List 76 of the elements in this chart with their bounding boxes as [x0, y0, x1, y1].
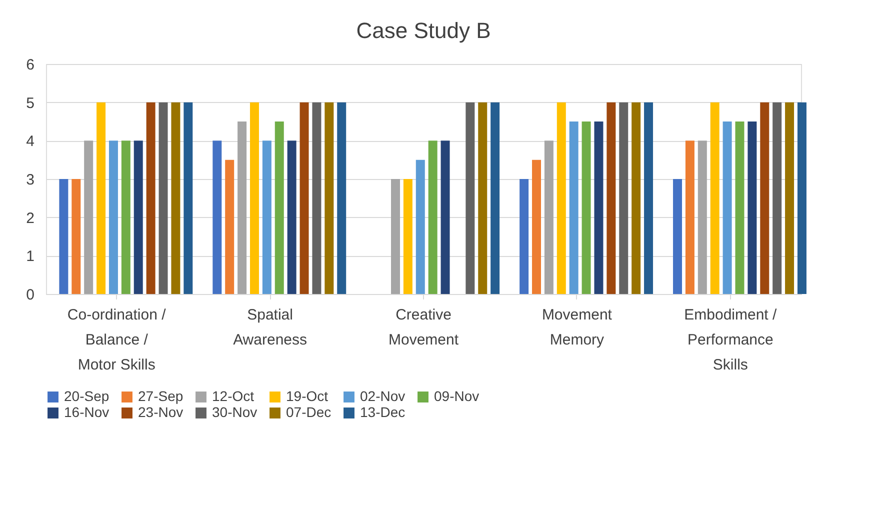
legend-label: 12-Oct	[212, 388, 254, 404]
y-tick-label: 3	[26, 172, 34, 188]
bar	[337, 102, 346, 294]
bar	[556, 102, 566, 294]
bar	[490, 102, 500, 294]
bar	[59, 179, 68, 294]
legend-label: 23-Nov	[138, 404, 184, 420]
bar	[748, 122, 757, 294]
bar	[440, 140, 450, 294]
legend-label: 16-Nov	[64, 404, 110, 420]
legend-label: 27-Sep	[138, 388, 184, 404]
bar	[785, 102, 794, 294]
bar	[478, 102, 488, 294]
bar	[212, 140, 222, 294]
x-tick-label: Embodiment / Performance Skills	[684, 306, 778, 374]
bar	[158, 102, 168, 294]
y-tick-label: 4	[26, 133, 34, 150]
x-tick-label: Movement Memory	[542, 306, 613, 348]
bar	[184, 102, 193, 294]
bar	[428, 140, 438, 294]
bar	[121, 140, 130, 294]
legend-label: 20-Sep	[64, 388, 110, 404]
bar	[287, 140, 296, 294]
bar	[250, 102, 259, 294]
bar	[520, 179, 529, 294]
y-tick-label: 5	[26, 94, 34, 112]
bar	[416, 160, 425, 294]
bar	[84, 140, 94, 294]
bar	[772, 102, 782, 294]
y-tick-label: 2	[26, 210, 34, 227]
legend-label: 07-Dec	[286, 404, 332, 420]
x-tick-label: Co-ordination / Balance / Motor Skills	[67, 306, 167, 374]
bar	[698, 140, 707, 294]
bar	[685, 140, 694, 294]
bar	[797, 102, 806, 294]
bar	[238, 122, 247, 294]
bar	[582, 122, 591, 294]
y-tick-label: 1	[26, 248, 34, 266]
bar	[262, 140, 272, 294]
bar	[532, 160, 541, 294]
bar	[594, 122, 604, 294]
x-tick-label: Creative Movement	[388, 306, 460, 348]
legend-label: 30-Nov	[212, 404, 258, 420]
bar	[569, 122, 578, 294]
bar	[644, 102, 654, 294]
bar	[108, 140, 118, 294]
bar	[171, 102, 180, 294]
bar	[391, 179, 400, 294]
bar	[606, 102, 616, 294]
chart-title: Case Study B	[356, 18, 491, 43]
bar	[312, 102, 322, 294]
y-tick-label: 0	[26, 286, 34, 304]
bar	[619, 102, 628, 294]
legend-label: 19-Oct	[286, 388, 328, 404]
x-tick-label: Spatial Awareness	[233, 306, 308, 348]
bar	[134, 140, 143, 294]
bar	[673, 179, 682, 294]
bar	[72, 179, 81, 294]
bar	[300, 102, 309, 294]
bar	[722, 122, 732, 294]
bar	[466, 102, 475, 294]
bar	[760, 102, 770, 294]
bar	[632, 102, 641, 294]
bar	[324, 102, 334, 294]
bar	[403, 179, 412, 294]
bar	[544, 140, 554, 294]
y-tick-label: 6	[26, 56, 34, 74]
bar	[96, 102, 106, 294]
bar	[146, 102, 156, 294]
bar	[710, 102, 720, 294]
bar	[735, 122, 744, 294]
bar	[274, 122, 284, 294]
bar	[225, 160, 234, 294]
legend-label: 02-Nov	[360, 388, 406, 404]
legend-label: 13-Dec	[360, 404, 406, 420]
legend-label: 09-Nov	[434, 388, 480, 404]
